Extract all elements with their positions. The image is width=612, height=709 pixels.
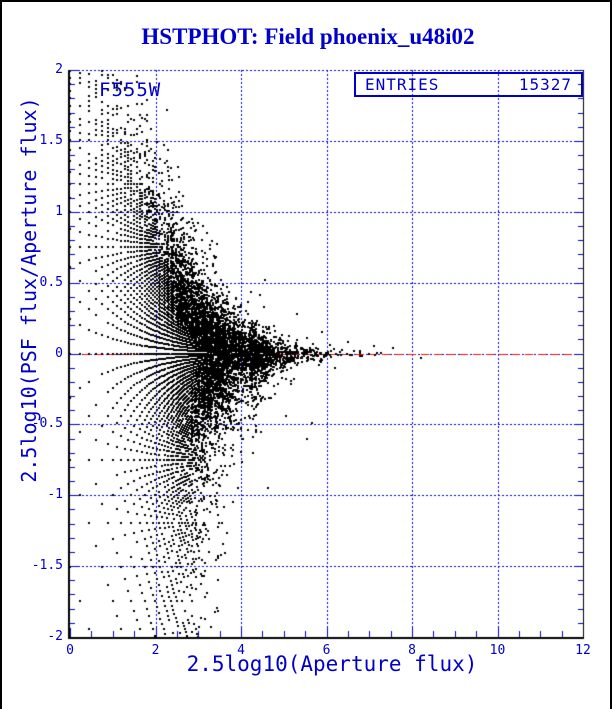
y-tick-label-2: 2 [55,62,63,77]
y-tick-label--1.5: -1.5 [31,558,63,574]
y-tick-label-0.5: 0.5 [39,274,63,290]
x-tick-label-2: 2 [151,643,160,658]
x-tick-label-12: 12 [575,643,591,658]
entries-value: 15327 [518,75,572,94]
x-tick-label-4: 4 [237,643,245,658]
page-title: HSTPHOT: Field phoenix_u48i02 [141,24,475,49]
y-tick-label-0: 0 [55,345,63,361]
y-tick-label-1.5: 1.5 [39,132,63,148]
entries-box: ENTRIES 15327 [354,72,583,97]
x-tick-label-8: 8 [408,643,416,658]
x-tick-label-6: 6 [322,643,331,658]
x-axis-label: 2.5log10(Aperture flux) [186,652,478,676]
y-tick-label--1: -1 [47,487,63,503]
y-tick-label-1: 1 [55,203,63,219]
x-tick-label-0: 0 [66,643,74,658]
y-tick-label--2: -2 [47,629,63,644]
filter-label: F555W [99,79,162,101]
entries-label: ENTRIES [365,75,440,94]
y-tick-label--0.5: -0.5 [31,416,63,432]
x-tick-label-10: 10 [489,643,506,658]
